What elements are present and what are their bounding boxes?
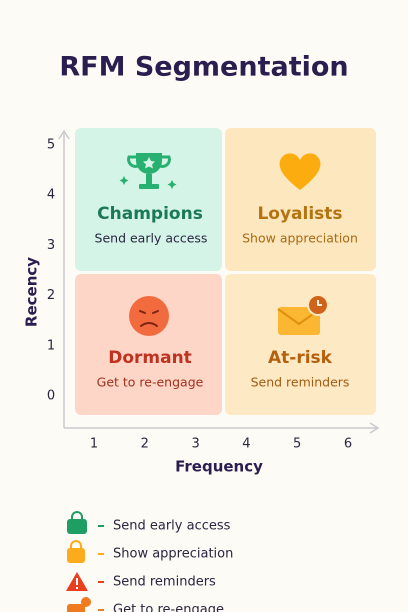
x-axis-label: Frequency: [175, 458, 263, 476]
quadrant-dormant: [75, 274, 222, 415]
quadrant-champions: [75, 128, 222, 271]
quadrant-loyalists: [225, 128, 376, 271]
y-tick-label: 0: [47, 389, 55, 404]
legend-icon: [67, 597, 91, 612]
y-tick-label: 5: [47, 138, 55, 153]
x-tick-label: 3: [191, 437, 199, 452]
sad-face-icon: [129, 296, 169, 336]
y-tick-label: 4: [47, 188, 55, 203]
legend-label: Send early access: [113, 519, 231, 534]
trophy-icon: [119, 153, 177, 189]
x-tick-label: 4: [242, 437, 250, 452]
quadrant-subtitle: Send early access: [95, 231, 208, 246]
y-tick-label: 2: [47, 288, 55, 303]
legend-label: Show appreciation: [113, 547, 233, 562]
quadrant-title: At-risk: [268, 348, 333, 368]
quadrant-at-risk: [225, 274, 376, 415]
legend-label: Send reminders: [113, 575, 216, 590]
quadrant-title: Dormant: [108, 348, 192, 368]
y-axis-label: Recency: [23, 257, 41, 327]
heart-icon: [279, 153, 321, 190]
quadrant-title: Champions: [97, 204, 203, 224]
quadrant-subtitle: Get to re-engage: [97, 375, 204, 390]
x-tick-label: 6: [344, 437, 352, 452]
x-tick-label: 2: [141, 437, 149, 452]
legend-dashes: [98, 525, 104, 611]
quadrant-title: Loyalists: [257, 204, 342, 224]
title: RFM Segmentation: [59, 52, 348, 83]
y-tick-label: 3: [47, 238, 55, 253]
legend-label: Get to re-engage: [113, 603, 224, 612]
x-tick-label: 5: [293, 437, 301, 452]
legend-icon: [67, 540, 85, 563]
x-tick-label: 1: [90, 437, 98, 452]
legend-icon: [66, 572, 88, 591]
legend-icon: [67, 511, 87, 534]
axes: [58, 129, 380, 434]
quadrant-subtitle: Send reminders: [251, 375, 350, 390]
envelope-clock-icon: [277, 294, 329, 335]
y-tick-label: 1: [47, 338, 55, 353]
quadrant-subtitle: Show appreciation: [242, 231, 358, 246]
